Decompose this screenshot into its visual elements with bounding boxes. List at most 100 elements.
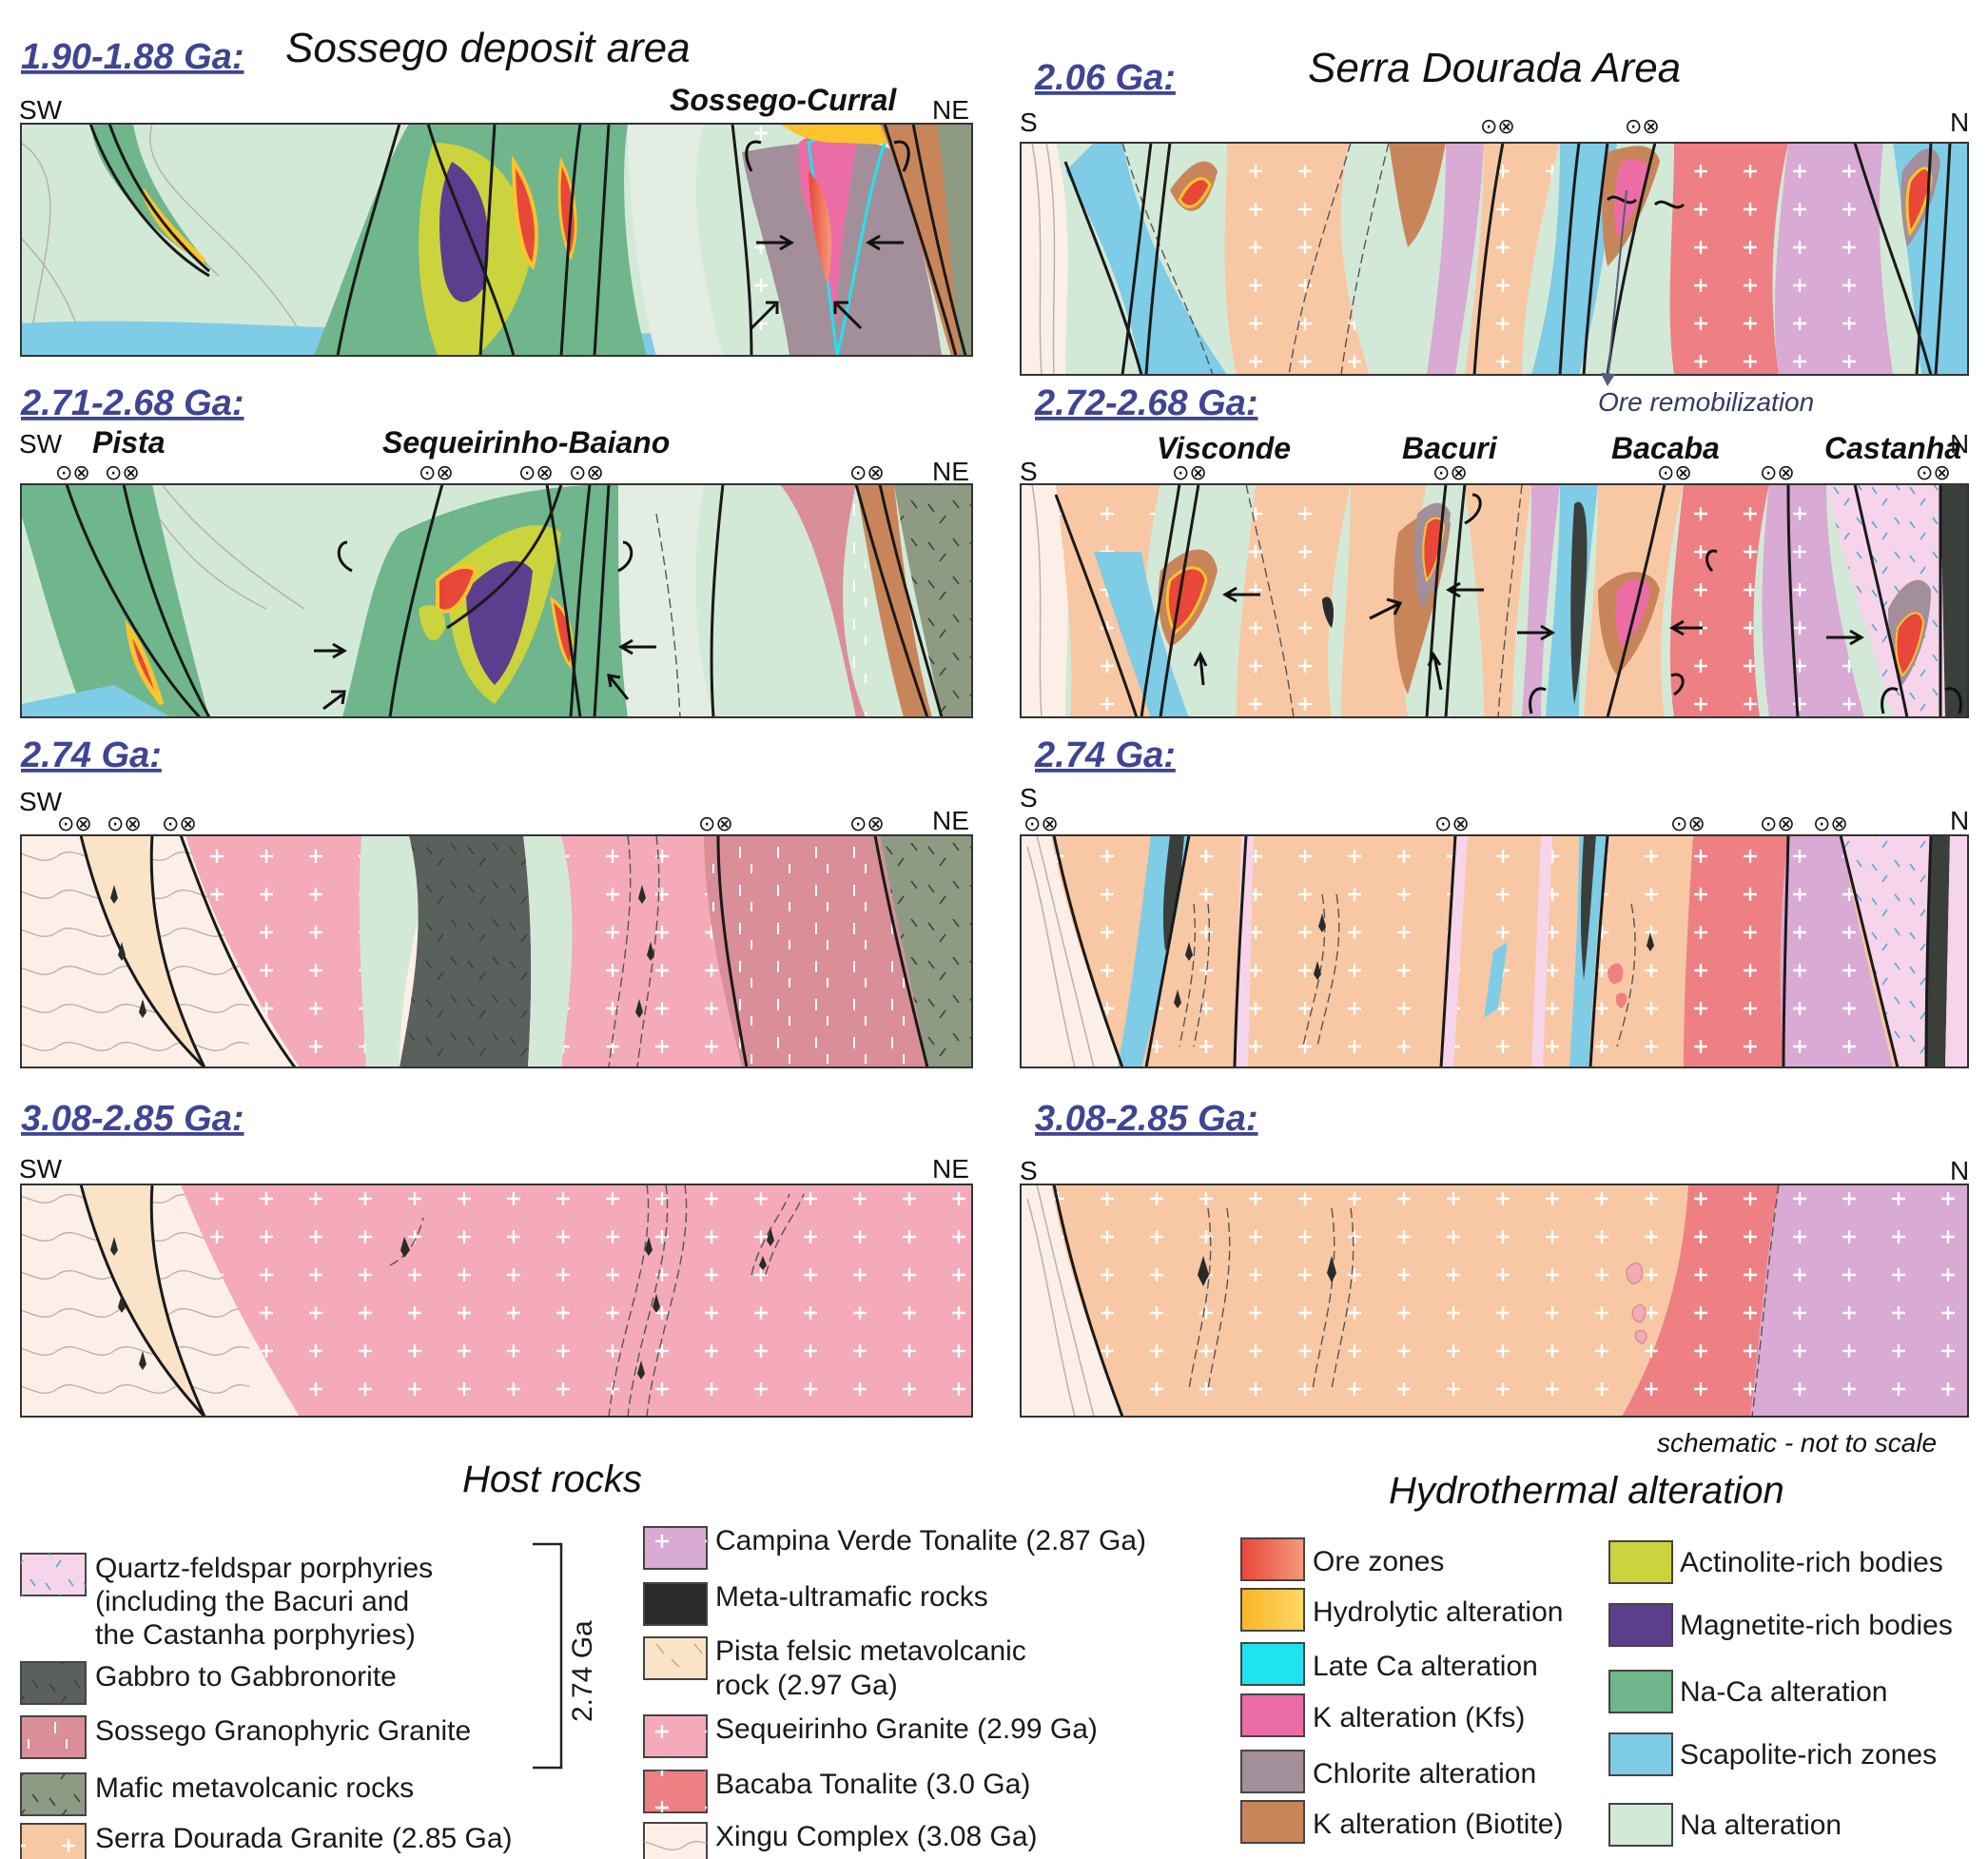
serra-age-2: 2.72-2.68 Ga: xyxy=(1034,383,1257,423)
fault-symbol-icon: ⊙⊗ xyxy=(1916,461,1951,485)
fault-symbol-icon: ⊙⊗ xyxy=(569,461,604,485)
legend-swatch-ore xyxy=(1240,1537,1305,1581)
fault-symbol-icon: ⊙⊗ xyxy=(162,812,197,836)
legend-swatch-pattern xyxy=(644,1715,707,1757)
fault-symbol-icon: ⊙⊗ xyxy=(57,812,92,836)
host-rocks-column-1: Quartz-feldspar porphyries(including the… xyxy=(20,1553,513,1859)
fault-symbol-icon: ⊙⊗ xyxy=(1434,812,1470,836)
legend-label: Na alteration xyxy=(1680,1810,1842,1841)
fault-symbol-icon: ⊙⊗ xyxy=(107,812,142,836)
fault-symbol-icon: ⊙⊗ xyxy=(1625,115,1660,139)
legend-swatch-pattern xyxy=(21,1554,86,1595)
deposit-bacuri: Bacuri xyxy=(1402,431,1498,465)
dir-n-3: N xyxy=(1950,806,1969,835)
panel-serra-3 xyxy=(1021,835,1968,1067)
dir-n-2: N xyxy=(1950,429,1969,459)
dir-sw-4: SW xyxy=(19,1154,63,1184)
dir-s-4: S xyxy=(1020,1156,1038,1185)
legend-swatch-pattern xyxy=(644,1771,707,1812)
legend-swatch-pattern xyxy=(644,1527,707,1569)
fault-symbol-icon: ⊙⊗ xyxy=(518,461,554,485)
fault-symbol-icon: ⊙⊗ xyxy=(1023,812,1059,836)
deposit-visconde: Visconde xyxy=(1157,431,1291,465)
legend-label: K alteration (Biotite) xyxy=(1313,1809,1563,1840)
alteration-column-1: Ore zones Hydrolytic alteration Late Ca al… xyxy=(1240,1537,1563,1844)
panel-serra-2 xyxy=(1021,484,1968,717)
fault-symbol-icon: ⊙⊗ xyxy=(1172,461,1207,485)
legend-label: Gabbro to Gabbronorite xyxy=(95,1661,397,1693)
panel-serra-1 xyxy=(1021,143,1968,375)
legend-label: Late Ca alteration xyxy=(1313,1651,1538,1682)
fault-symbol-icon: ⊙⊗ xyxy=(1813,812,1848,836)
panel-sossego-2 xyxy=(21,484,972,717)
legend-swatch-pattern xyxy=(21,1824,86,1859)
legend-swatch-chlorite xyxy=(1240,1750,1305,1793)
legend-label: Sequeirinho Granite (2.99 Ga) xyxy=(715,1713,1098,1745)
legend-label: Meta-ultramafic rocks xyxy=(715,1581,988,1613)
panel-sossego-1 xyxy=(21,124,972,356)
dir-ne-1: NE xyxy=(932,95,969,125)
deposit-pista: Pista xyxy=(92,425,165,460)
schematic-note: schematic - not to scale xyxy=(1657,1428,1937,1458)
sossego-age-4: 3.08-2.85 Ga: xyxy=(21,1099,244,1139)
legend-label: Ore zones xyxy=(1313,1546,1444,1577)
legend-label: Chlorite alteration xyxy=(1313,1758,1536,1790)
legend-swatch-pattern xyxy=(21,1662,86,1704)
dir-ne-4: NE xyxy=(932,1154,969,1184)
legend-label: Sossego Granophyric Granite xyxy=(95,1715,471,1747)
dir-s-3: S xyxy=(1020,783,1038,812)
legend-swatch-actinolite xyxy=(1608,1540,1673,1584)
deposit-sossego-curral: Sossego-Curral xyxy=(670,83,897,117)
fault-symbol-icon: ⊙⊗ xyxy=(1760,461,1795,485)
legend-swatch-na-ca-alteration xyxy=(1608,1670,1673,1713)
fault-symbol-icon: ⊙⊗ xyxy=(849,812,885,836)
legend-label: the Castanha porphyries) xyxy=(95,1619,416,1651)
legend-label: Scapolite-rich zones xyxy=(1680,1739,1937,1771)
legend-label: Bacaba Tonalite (3.0 Ga) xyxy=(715,1769,1030,1800)
legend-label: Quartz-feldspar porphyries xyxy=(95,1553,433,1584)
fault-symbol-icon: ⊙⊗ xyxy=(1760,812,1795,836)
panel-sossego-3 xyxy=(21,835,972,1067)
legend-label: Na-Ca alteration xyxy=(1680,1676,1887,1708)
remobilization-arrowhead xyxy=(1601,372,1615,387)
legend-swatch-na-alteration xyxy=(1608,1803,1673,1847)
legend-label: Mafic metavolcanic rocks xyxy=(95,1772,414,1804)
dir-ne-3: NE xyxy=(932,806,969,835)
fault-symbols: ⊙⊗ ⊙⊗ ⊙⊗ ⊙⊗ ⊙⊗ ⊙⊗ ⊙⊗ ⊙⊗ ⊙⊗ ⊙⊗ ⊙⊗ ⊙⊗ ⊙⊗ ⊙… xyxy=(55,115,1951,836)
legend-label: Campina Verde Tonalite (2.87 Ga) xyxy=(715,1525,1146,1556)
panel-frame xyxy=(1020,1184,1969,1418)
legend-swatch-pattern xyxy=(21,1773,86,1815)
dir-sw-2: SW xyxy=(19,429,63,459)
panel-frame xyxy=(1020,142,1969,376)
dir-n-1: N xyxy=(1950,108,1969,137)
panel-frame xyxy=(1020,834,1969,1068)
host-rocks-column-2: Campina Verde Tonalite (2.87 Ga) Meta-ult… xyxy=(643,1525,1146,1859)
panel-frame xyxy=(20,834,973,1068)
serra-age-3: 2.74 Ga: xyxy=(1034,735,1176,775)
panel-frame xyxy=(20,483,973,718)
age-bracket-label: 2.74 Ga xyxy=(567,1620,598,1722)
legend-swatch-k-biotite xyxy=(1240,1800,1305,1844)
deposit-sequeirinho-baiano: Sequeirinho-Baiano xyxy=(382,425,670,460)
legend-label: Magnetite-rich bodies xyxy=(1680,1610,1953,1641)
legend-label: Pista felsic metavolcanic xyxy=(715,1635,1026,1667)
fault-symbol-icon: ⊙⊗ xyxy=(419,461,454,485)
fault-symbol-icon: ⊙⊗ xyxy=(1657,461,1692,485)
legend-swatch-late-ca xyxy=(1240,1642,1305,1686)
fault-symbol-icon: ⊙⊗ xyxy=(55,461,90,485)
legend-label: Xingu Complex (3.08 Ga) xyxy=(715,1821,1038,1852)
sossego-age-2: 2.71-2.68 Ga: xyxy=(20,383,244,423)
dir-n-4: N xyxy=(1950,1156,1969,1185)
legend-swatch-pattern xyxy=(644,1823,707,1859)
panel-sossego-4 xyxy=(21,1184,972,1417)
panel-frame xyxy=(1020,483,1969,718)
fault-symbol-icon: ⊙⊗ xyxy=(105,461,140,485)
ore-remobilization-label: Ore remobilization xyxy=(1598,387,1814,417)
alteration-column-2: Actinolite-rich bodies Magnetite-rich bod… xyxy=(1608,1540,1953,1847)
legend-swatch-k-kfs xyxy=(1240,1693,1305,1737)
legend-swatch-hydrolytic xyxy=(1240,1588,1305,1632)
dir-sw-3: SW xyxy=(19,787,63,816)
fault-symbol-icon: ⊙⊗ xyxy=(698,812,733,836)
legend-label: Serra Dourada Granite (2.85 Ga) xyxy=(95,1823,513,1854)
